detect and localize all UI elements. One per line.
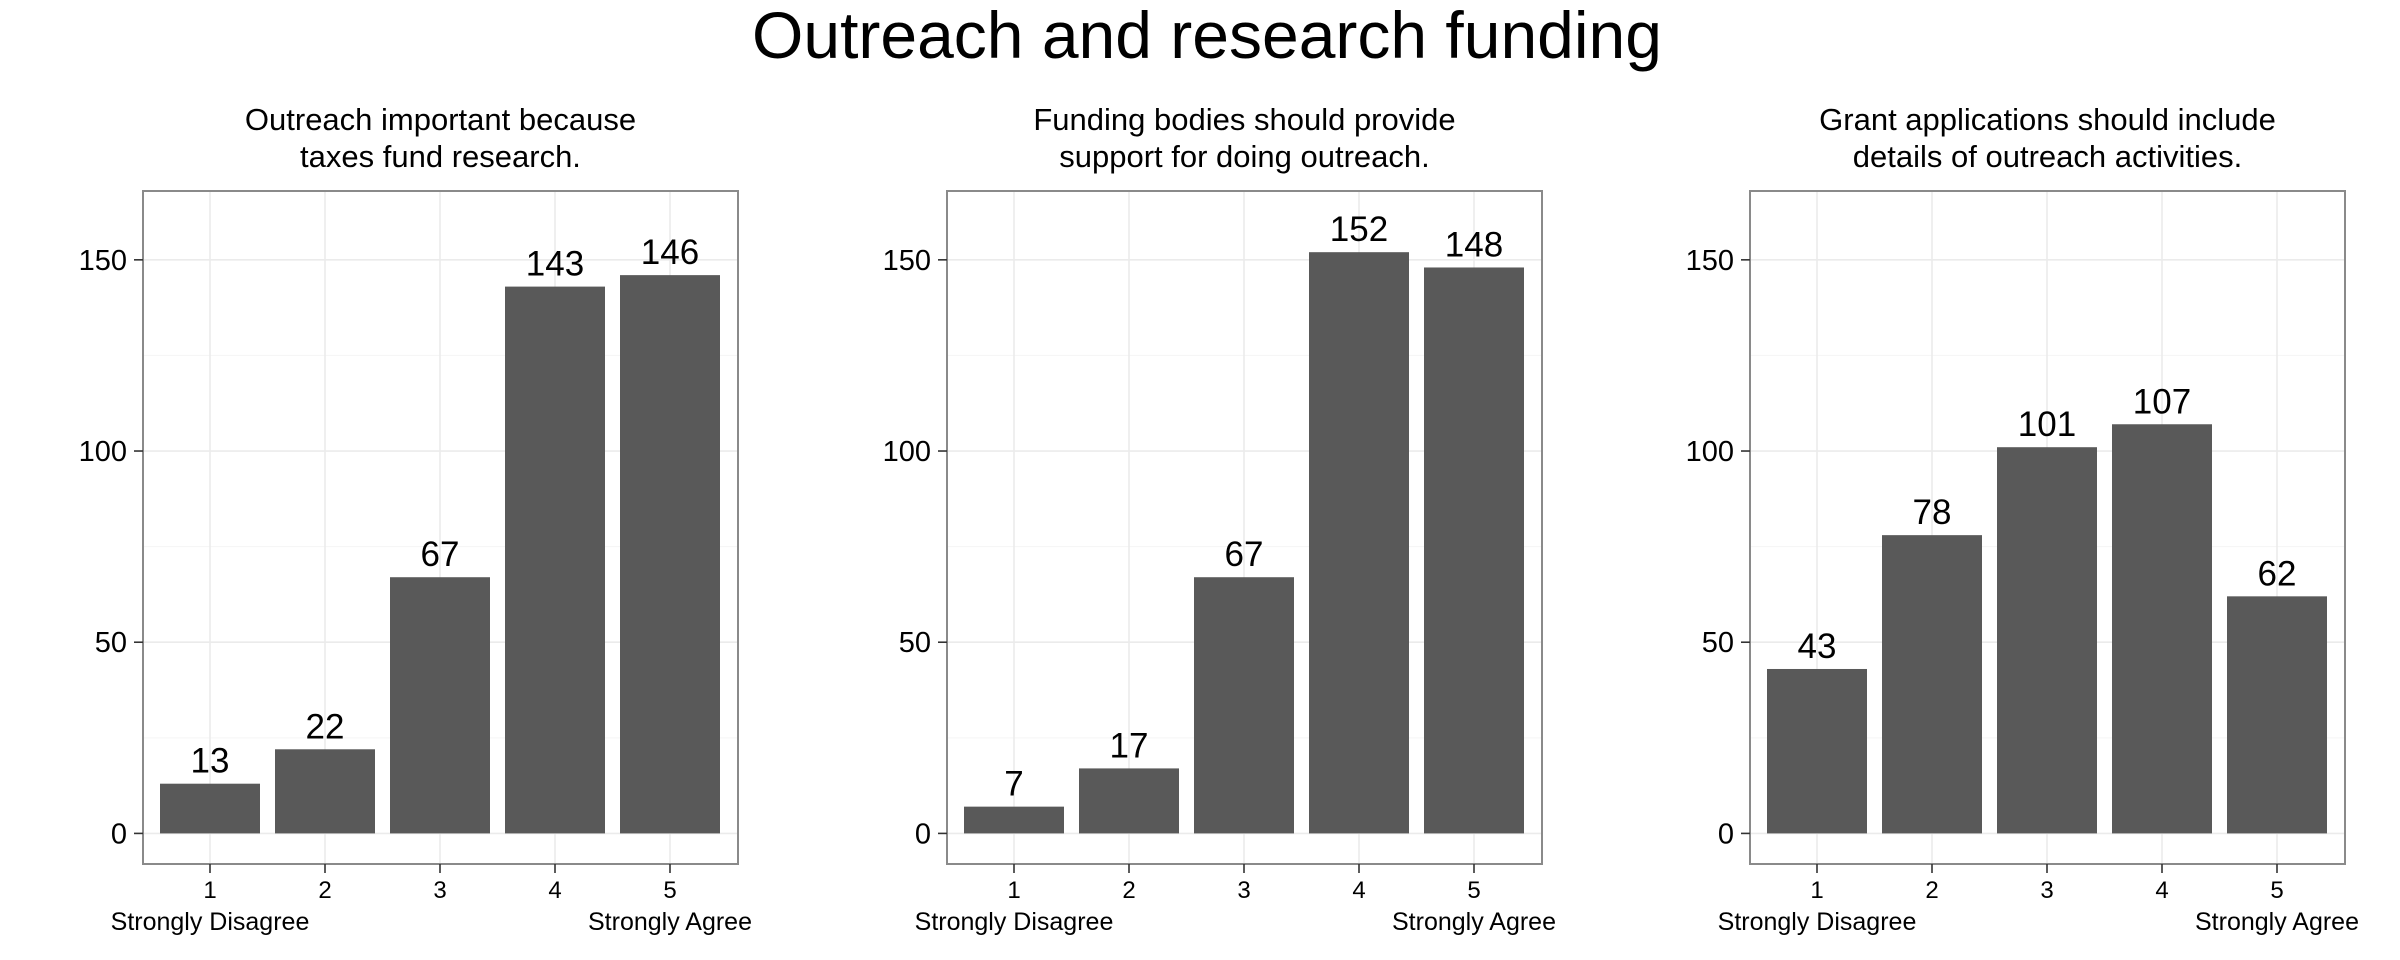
data-label: 43 bbox=[1798, 627, 1837, 666]
bar bbox=[620, 275, 720, 834]
subplot-title: Outreach important because taxes fund res… bbox=[245, 102, 636, 174]
bar bbox=[1767, 668, 1867, 834]
data-label: 17 bbox=[1110, 726, 1149, 765]
bar bbox=[1194, 577, 1294, 834]
data-label: 143 bbox=[526, 245, 584, 284]
bar bbox=[505, 286, 605, 834]
data-label: 67 bbox=[421, 535, 460, 574]
subplot-title-line: taxes fund research. bbox=[300, 139, 581, 174]
bar bbox=[2112, 424, 2212, 834]
data-label: 107 bbox=[2133, 382, 2191, 421]
bar bbox=[1424, 267, 1524, 834]
x-tick-label: 2 bbox=[318, 877, 331, 904]
x-tick-label: 3 bbox=[1237, 877, 1250, 904]
x-tick-label: 2 bbox=[1122, 877, 1135, 904]
bar bbox=[1309, 252, 1409, 834]
subplot-title: Funding bodies should provide support for… bbox=[1033, 102, 1455, 174]
y-tick-label: 50 bbox=[95, 627, 127, 659]
y-tick-label: 100 bbox=[883, 436, 931, 468]
chart-panel-1: Outreach important because taxes fund res… bbox=[79, 102, 752, 936]
x-tick-label: 4 bbox=[548, 877, 561, 904]
chart-panel-2: Funding bodies should provide support for… bbox=[883, 102, 1556, 936]
subplot-title-line: Grant applications should include bbox=[1819, 102, 2276, 137]
x-tick-label: 5 bbox=[2270, 877, 2283, 904]
y-tick-label: 150 bbox=[1686, 245, 1734, 277]
bar bbox=[1882, 535, 1982, 834]
subplot-title: Grant applications should include details… bbox=[1819, 102, 2276, 174]
x-end-label-left: Strongly Disagree bbox=[915, 908, 1114, 936]
bar bbox=[160, 783, 260, 834]
x-end-label-right: Strongly Agree bbox=[2195, 908, 2359, 936]
data-label: 7 bbox=[1004, 765, 1023, 804]
x-end-label-left: Strongly Disagree bbox=[111, 908, 310, 936]
data-label: 146 bbox=[641, 233, 699, 272]
figure-title: Outreach and research funding bbox=[752, 0, 1662, 72]
subplot-title-line: details of outreach activities. bbox=[1853, 139, 2242, 174]
subplot-title-line: Funding bodies should provide bbox=[1033, 102, 1455, 137]
x-tick-label: 3 bbox=[2040, 877, 2053, 904]
y-tick-label: 100 bbox=[1686, 436, 1734, 468]
y-tick-label: 150 bbox=[79, 245, 127, 277]
chart-panel-3: Grant applications should include details… bbox=[1686, 102, 2359, 936]
y-tick-label: 50 bbox=[899, 627, 931, 659]
x-tick-label: 1 bbox=[1007, 877, 1020, 904]
x-tick-label: 1 bbox=[203, 877, 216, 904]
x-tick-label: 4 bbox=[1352, 877, 1365, 904]
y-tick-label: 50 bbox=[1702, 627, 1734, 659]
y-tick-label: 0 bbox=[111, 818, 127, 850]
data-label: 101 bbox=[2018, 405, 2076, 444]
bar bbox=[1079, 768, 1179, 834]
x-end-label-right: Strongly Agree bbox=[588, 908, 752, 936]
x-tick-label: 2 bbox=[1925, 877, 1938, 904]
data-label: 67 bbox=[1225, 535, 1264, 574]
data-label: 152 bbox=[1330, 210, 1388, 249]
subplot-title-line: support for doing outreach. bbox=[1059, 139, 1430, 174]
bar bbox=[2227, 596, 2327, 834]
x-tick-label: 3 bbox=[433, 877, 446, 904]
panels: Outreach important because taxes fund res… bbox=[79, 102, 2359, 936]
data-label: 22 bbox=[306, 707, 345, 746]
x-tick-label: 1 bbox=[1810, 877, 1823, 904]
y-tick-label: 0 bbox=[915, 818, 931, 850]
data-label: 78 bbox=[1913, 493, 1952, 532]
data-label: 13 bbox=[191, 742, 230, 781]
bar bbox=[964, 806, 1064, 834]
x-end-label-left: Strongly Disagree bbox=[1718, 908, 1917, 936]
y-tick-label: 0 bbox=[1718, 818, 1734, 850]
y-tick-label: 150 bbox=[883, 245, 931, 277]
subplot-title-line: Outreach important because bbox=[245, 102, 636, 137]
x-tick-label: 5 bbox=[663, 877, 676, 904]
bar bbox=[275, 749, 375, 834]
x-tick-label: 5 bbox=[1467, 877, 1480, 904]
x-tick-label: 4 bbox=[2155, 877, 2168, 904]
data-label: 62 bbox=[2258, 554, 2297, 593]
bar bbox=[390, 577, 490, 834]
data-label: 148 bbox=[1445, 225, 1503, 264]
x-end-label-right: Strongly Agree bbox=[1392, 908, 1556, 936]
bar bbox=[1997, 447, 2097, 834]
y-tick-label: 100 bbox=[79, 436, 127, 468]
